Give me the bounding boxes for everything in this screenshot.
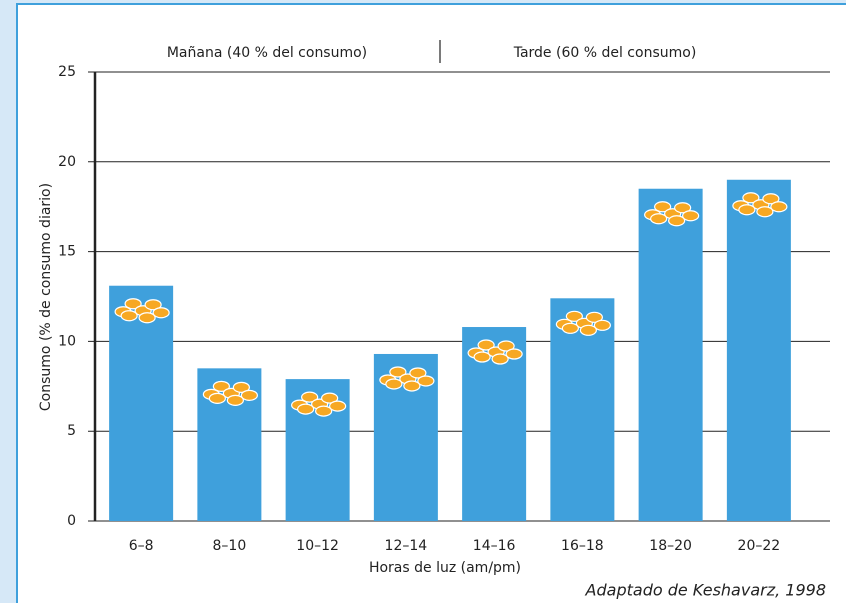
- seed-icon: [152, 307, 170, 319]
- annotation: Tarde (60 % del consumo): [513, 45, 697, 61]
- seed-icon: [491, 353, 509, 365]
- x-tick-label: 8–10: [213, 538, 247, 554]
- x-tick-label: 20–22: [738, 538, 781, 554]
- x-tick-label: 18–20: [649, 538, 692, 554]
- seed-icon: [561, 322, 579, 334]
- seed-icon: [301, 391, 319, 403]
- y-tick-label: 5: [67, 423, 76, 439]
- bar: [638, 188, 703, 522]
- seed-icon: [329, 400, 347, 412]
- y-tick-label: 20: [58, 154, 76, 170]
- seed-icon: [770, 201, 788, 213]
- seed-icon: [742, 192, 760, 204]
- seed-icon: [505, 348, 523, 360]
- seed-icon: [497, 340, 515, 352]
- x-tick-label: 12–14: [385, 538, 428, 554]
- y-tick-label: 25: [58, 64, 76, 80]
- annotation: Mañana (40 % del consumo): [167, 45, 367, 61]
- y-tick-label: 0: [67, 513, 76, 529]
- seed-icon: [593, 319, 611, 331]
- seed-icon: [138, 312, 156, 324]
- source: Adaptado de Keshavarz, 1998: [585, 581, 826, 600]
- seed-icon: [321, 392, 339, 404]
- seed-icon: [473, 351, 491, 363]
- bar: [550, 298, 615, 521]
- seed-icon: [208, 392, 226, 404]
- seed-icon: [565, 310, 583, 322]
- seed-icon: [585, 311, 603, 323]
- seed-icon: [654, 201, 672, 213]
- seed-icon: [124, 298, 142, 310]
- x-tick-label: 16–18: [561, 538, 604, 554]
- seed-icon: [417, 375, 435, 387]
- bar: [726, 179, 791, 521]
- seed-icon: [668, 215, 686, 227]
- seed-icon: [762, 193, 780, 205]
- seed-icon: [212, 380, 230, 392]
- y-tick-label: 15: [58, 244, 76, 260]
- seed-icon: [297, 403, 315, 415]
- seed-icon: [738, 204, 756, 216]
- seed-icon: [315, 405, 333, 417]
- seed-icon: [477, 339, 495, 351]
- seed-icon: [409, 367, 427, 379]
- seed-icon: [226, 394, 244, 406]
- seed-icon: [120, 310, 138, 322]
- y-tick-label: 10: [58, 333, 76, 349]
- seed-icon: [232, 381, 250, 393]
- seed-icon: [385, 378, 403, 390]
- seed-icon: [756, 206, 774, 218]
- seed-icon: [674, 202, 692, 214]
- seed-icon: [144, 299, 162, 311]
- x-tick-label: 10–12: [296, 538, 339, 554]
- seed-icon: [240, 389, 258, 401]
- x-axis-label: Horas de luz (am/pm): [369, 560, 521, 576]
- seed-icon: [389, 366, 407, 378]
- x-tick-label: 6–8: [129, 538, 154, 554]
- seed-icon: [579, 324, 597, 336]
- bar: [109, 285, 174, 521]
- seed-icon: [650, 213, 668, 225]
- y-axis-label: Consumo (% de consumo diario): [38, 183, 54, 411]
- x-tick-label: 14–16: [473, 538, 516, 554]
- seed-icon: [682, 210, 700, 222]
- seed-icon: [403, 380, 421, 392]
